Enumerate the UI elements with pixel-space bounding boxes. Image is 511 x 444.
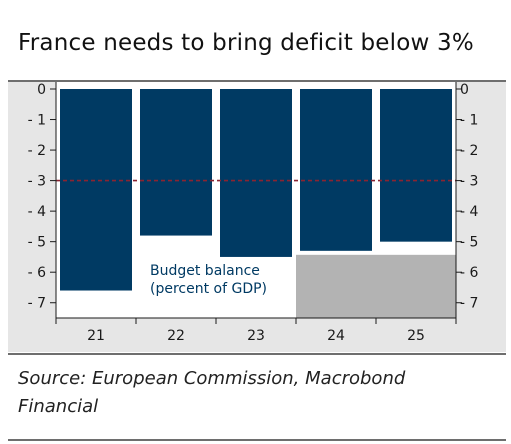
- bar-23: [220, 89, 292, 257]
- plot-area: 0 0 - 1 - 1 - 2 - 2 - 3 - 3 - 4 - 4 - 5 - 5 - 6 - 6 - …: [8, 82, 506, 352]
- y-tick-label-right: 0: [460, 82, 469, 98]
- x-tick-label-22: 22: [167, 328, 185, 344]
- bar-21: [60, 89, 132, 291]
- y-tick-label-right: - 1: [460, 113, 478, 129]
- y-tick-label-right: - 5: [460, 235, 478, 251]
- x-tick-label-21: 21: [87, 328, 105, 344]
- x-tick-label-25: 25: [407, 328, 425, 344]
- y-tick-label-left: - 7: [28, 296, 46, 312]
- bar-22: [140, 89, 212, 236]
- y-tick-label-left: 0: [37, 82, 46, 98]
- y-tick-label-right: - 2: [460, 143, 478, 159]
- y-tick-label-right: - 6: [460, 265, 479, 281]
- forecast-shading: [296, 254, 456, 318]
- bar-24: [300, 89, 372, 251]
- chart-annotation: (percent of GDP): [150, 281, 267, 297]
- source-note: Source: European Commission, Macrobond F…: [18, 368, 406, 417]
- y-tick-label-right: - 4: [460, 204, 479, 220]
- title-band: France needs to bring deficit below 3%: [8, 0, 506, 82]
- chart-annotation: Budget balance: [150, 263, 260, 279]
- x-tick-label-24: 24: [327, 328, 345, 344]
- y-tick-label-left: - 3: [28, 174, 46, 190]
- y-tick-label-left: - 1: [28, 113, 46, 129]
- y-tick-label-right: - 3: [460, 174, 478, 190]
- y-tick-label-right: - 7: [460, 296, 478, 312]
- y-tick-label-left: - 6: [28, 265, 47, 281]
- chart-title: France needs to bring deficit below 3%: [18, 30, 474, 56]
- y-tick-label-left: - 5: [28, 235, 46, 251]
- bar-25: [380, 89, 452, 242]
- y-tick-label-left: - 2: [28, 143, 46, 159]
- x-tick-label-23: 23: [247, 328, 265, 344]
- source-band: Source: European Commission, Macrobond F…: [8, 353, 506, 441]
- bar-chart: 0 0 - 1 - 1 - 2 - 2 - 3 - 3 - 4 - 4 - 5 - 5 - 6 - 6 - …: [28, 82, 479, 344]
- y-tick-label-left: - 4: [28, 204, 47, 220]
